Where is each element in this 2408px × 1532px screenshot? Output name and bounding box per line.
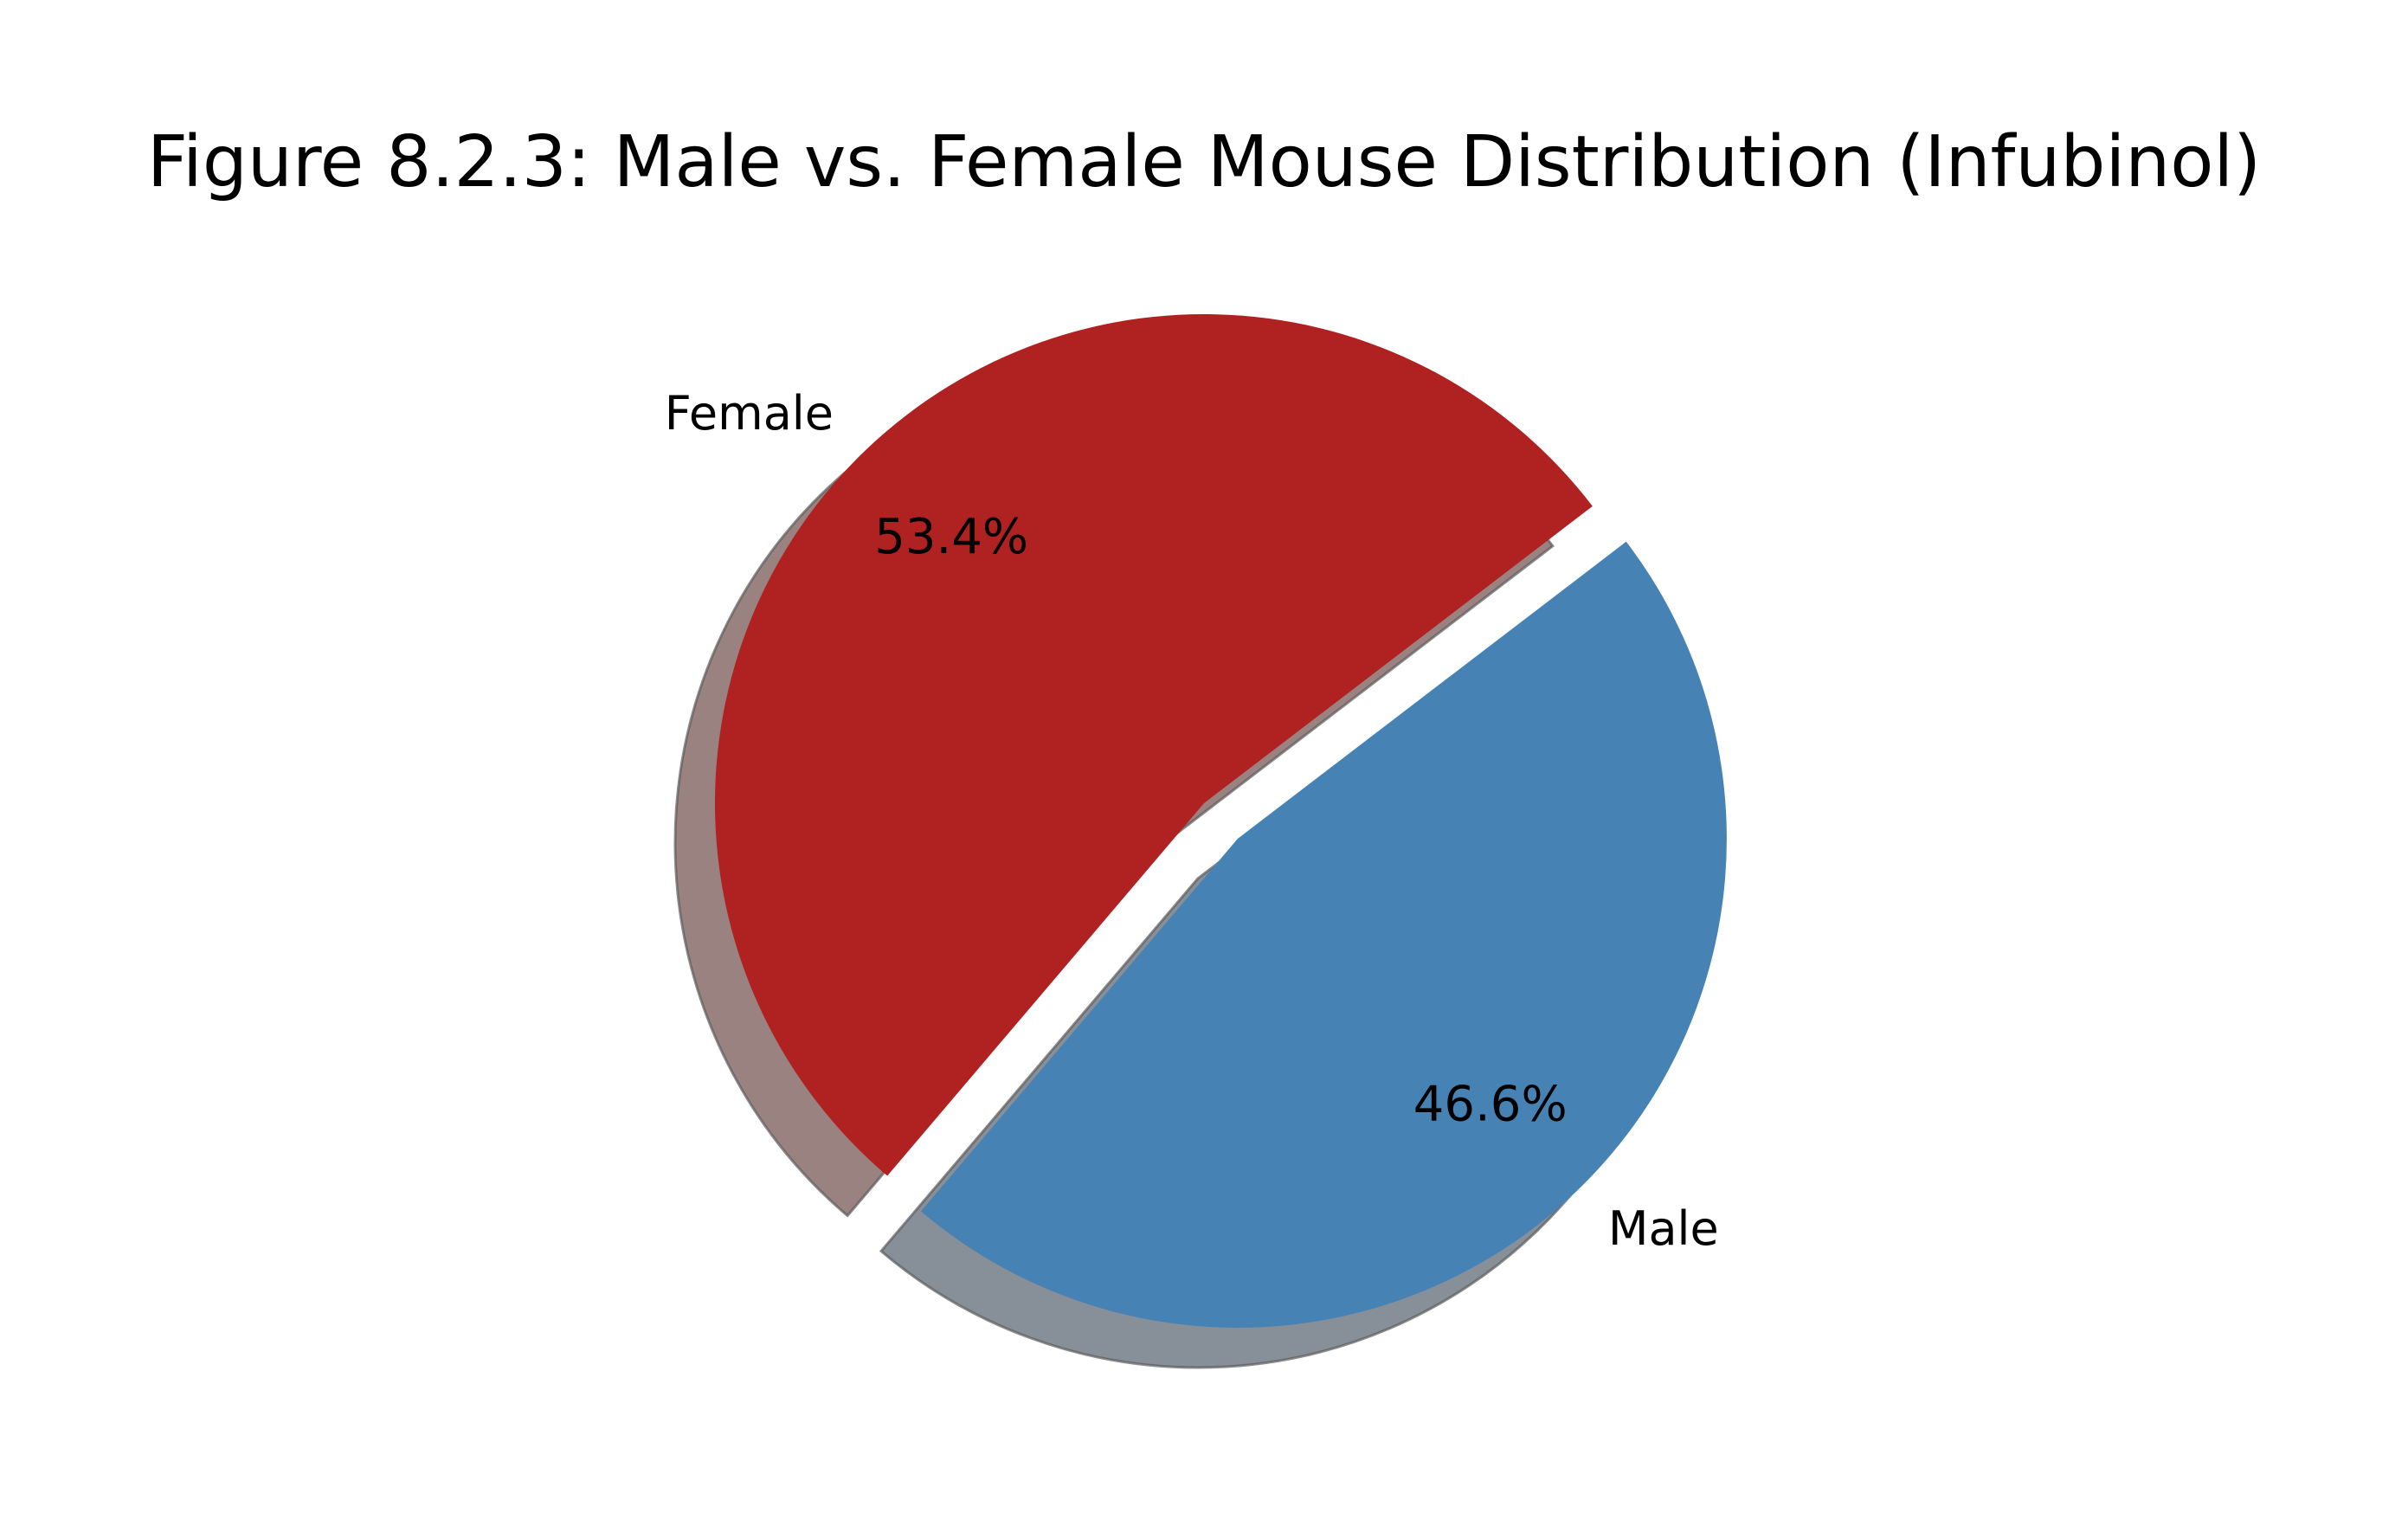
slice-label-male: Male — [1608, 1201, 1719, 1256]
pie-slice-male — [921, 541, 1727, 1328]
slice-label-female: Female — [665, 386, 834, 441]
pie-slice-layer — [714, 313, 1727, 1328]
chart-title: Figure 8.2.3: Male vs. Female Mouse Dist… — [147, 121, 2261, 203]
slice-percent-male: 46.6% — [1413, 1077, 1568, 1133]
pie-label-layer: Female 53.4% Male 46.6% — [665, 386, 1719, 1256]
slice-percent-female: 53.4% — [874, 509, 1028, 565]
pie-slice-female — [714, 313, 1593, 1176]
